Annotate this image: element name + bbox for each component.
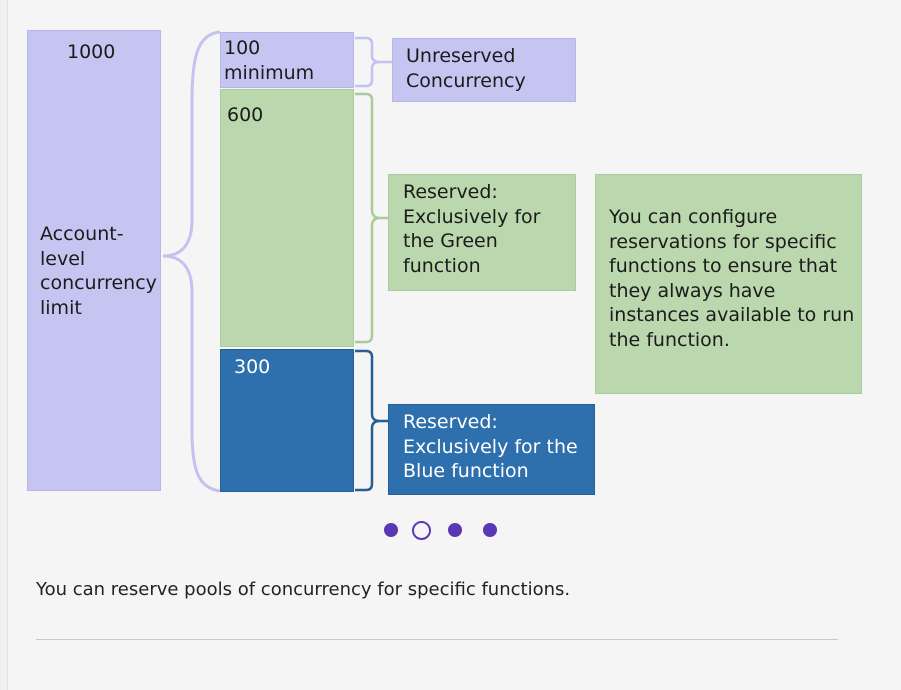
blue-callout: [388, 404, 595, 495]
reservation-note: [595, 174, 862, 394]
carousel-dot-3[interactable]: [448, 523, 462, 537]
carousel-dot-2[interactable]: [412, 520, 431, 540]
carousel-pagination: [384, 520, 497, 540]
unreserved-callout: [392, 38, 576, 102]
unreserved-bracket: [355, 36, 392, 88]
divider: [36, 639, 838, 640]
green-bracket: [355, 92, 389, 344]
slide-caption: You can reserve pools of concurrency for…: [36, 579, 571, 600]
unreserved-segment: [220, 32, 354, 88]
unreserved-segment-value: 100 minimum: [224, 37, 315, 84]
account-limit-label: Account- level concurrency limit: [40, 223, 157, 319]
carousel-dot-4[interactable]: [483, 523, 497, 537]
green-callout: [388, 174, 576, 291]
blue-segment: [220, 349, 354, 492]
account-limit-value: 1000: [67, 41, 116, 63]
slide-stage: 1000 Account- level concurrency limit 10…: [7, 0, 901, 690]
reservation-note-text: You can configure reservations for speci…: [609, 206, 855, 351]
green-segment-value: 600: [227, 104, 264, 126]
blue-segment-value: 300: [234, 356, 271, 378]
account-brace: [162, 30, 221, 493]
blue-callout-text: Reserved: Exclusively for the Blue funct…: [403, 411, 578, 482]
carousel-dot-1[interactable]: [384, 523, 398, 537]
unreserved-callout-text: Unreserved Concurrency: [406, 45, 526, 92]
account-limit-bar: [27, 30, 161, 491]
green-callout-text: Reserved: Exclusively for the Green func…: [403, 181, 541, 277]
green-segment: [220, 89, 354, 347]
blue-bracket: [355, 349, 389, 492]
